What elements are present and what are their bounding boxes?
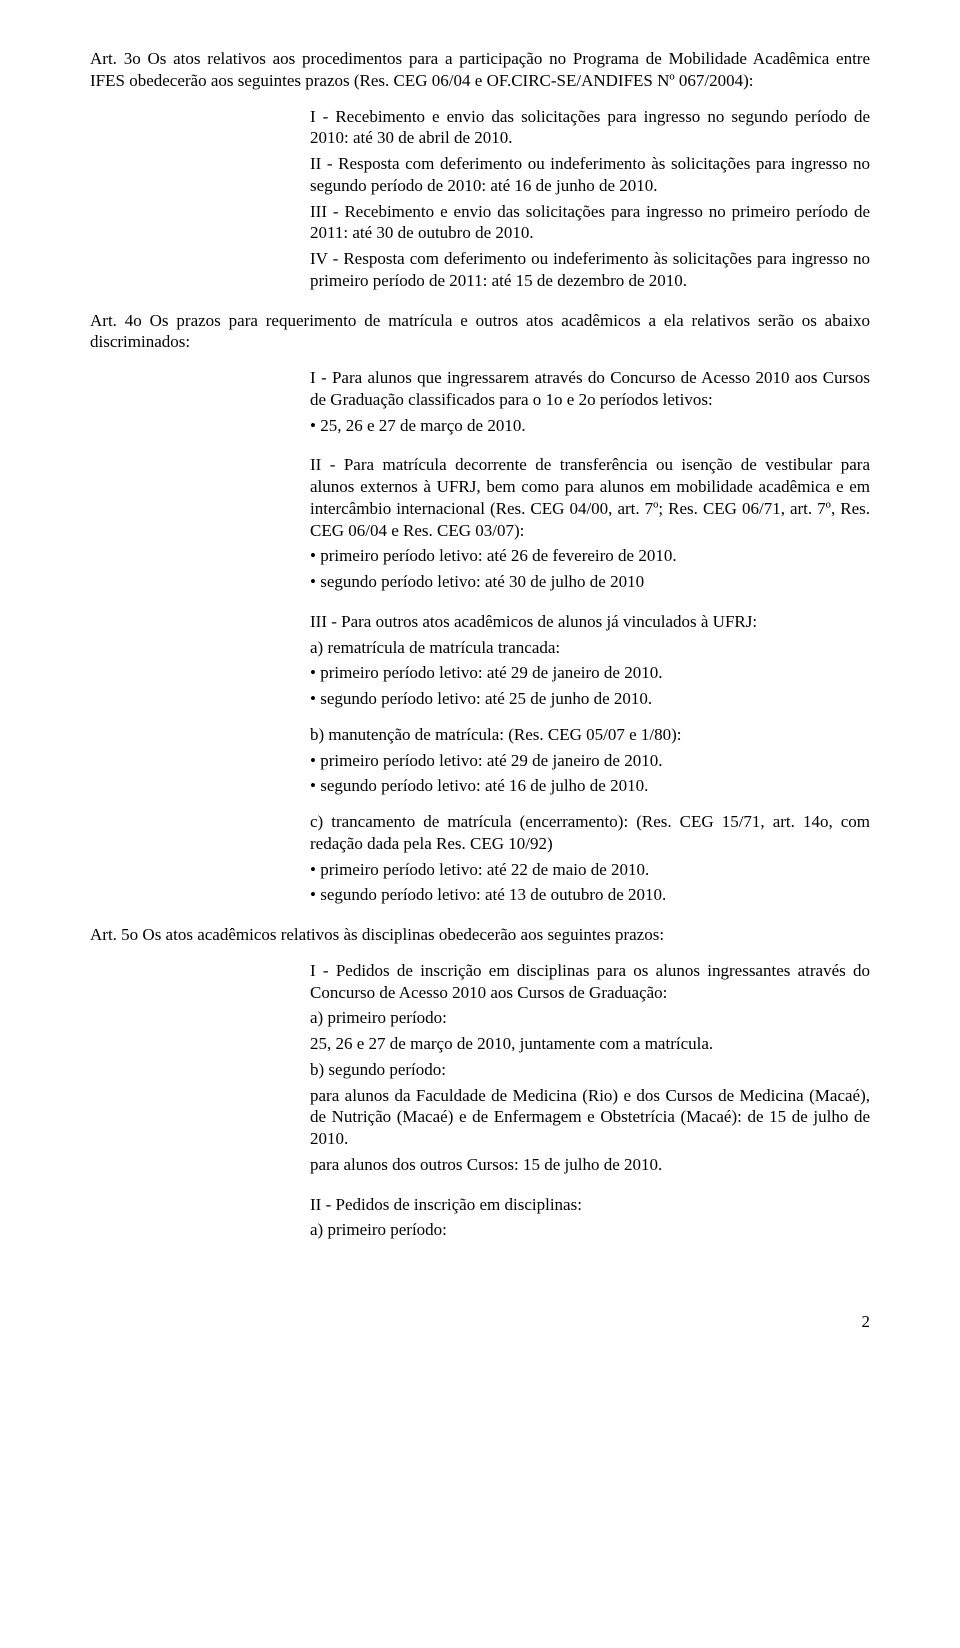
art5-i-b-label: b) segundo período:	[310, 1059, 870, 1081]
art4-ii-b1: • primeiro período letivo: até 26 de fev…	[310, 545, 870, 567]
art3-item-i: I - Recebimento e envio das solicitações…	[310, 106, 870, 150]
art5-i-block: I - Pedidos de inscrição em disciplinas …	[310, 960, 870, 1176]
art4-iii-a-label: a) rematrícula de matrícula trancada:	[310, 637, 870, 659]
art5-i-text: I - Pedidos de inscrição em disciplinas …	[310, 960, 870, 1004]
art4-iii-c-label: c) trancamento de matrícula (encerrament…	[310, 811, 870, 855]
art3-item-iv: IV - Resposta com deferimento ou indefer…	[310, 248, 870, 292]
art3-item-iii: III - Recebimento e envio das solicitaçõ…	[310, 201, 870, 245]
art4-iii-c-b2: • segundo período letivo: até 13 de outu…	[310, 884, 870, 906]
art4-ii-b2: • segundo período letivo: até 30 de julh…	[310, 571, 870, 593]
art3-items: I - Recebimento e envio das solicitações…	[310, 106, 870, 292]
art5-i-b-line1: para alunos da Faculdade de Medicina (Ri…	[310, 1085, 870, 1150]
art4-i-bullet: • 25, 26 e 27 de março de 2010.	[310, 415, 870, 437]
art4-iii-c-b1: • primeiro período letivo: até 22 de mai…	[310, 859, 870, 881]
art4-iii-a-b2: • segundo período letivo: até 25 de junh…	[310, 688, 870, 710]
art4-ii-block: II - Para matrícula decorrente de transf…	[310, 454, 870, 593]
art5-intro: Art. 5o Os atos acadêmicos relativos às …	[90, 924, 870, 946]
art4-iii-b-label: b) manutenção de matrícula: (Res. CEG 05…	[310, 724, 870, 746]
art4-iii-a-b1: • primeiro período letivo: até 29 de jan…	[310, 662, 870, 684]
art4-iii-b-b1: • primeiro período letivo: até 29 de jan…	[310, 750, 870, 772]
art5-i-b-line2: para alunos dos outros Cursos: 15 de jul…	[310, 1154, 870, 1176]
art4-i-block: I - Para alunos que ingressarem através …	[310, 367, 870, 436]
art4-i-text: I - Para alunos que ingressarem através …	[310, 367, 870, 411]
art4-intro: Art. 4o Os prazos para requerimento de m…	[90, 310, 870, 354]
art5-ii-block: II - Pedidos de inscrição em disciplinas…	[310, 1194, 870, 1242]
art4-iii-block: III - Para outros atos acadêmicos de alu…	[310, 611, 870, 906]
page-number: 2	[90, 1311, 870, 1333]
art5-i-a-line: 25, 26 e 27 de março de 2010, juntamente…	[310, 1033, 870, 1055]
art4-iii-text: III - Para outros atos acadêmicos de alu…	[310, 611, 870, 633]
document-page: Art. 3o Os atos relativos aos procedimen…	[0, 0, 960, 1381]
art5-ii-a-label: a) primeiro período:	[310, 1219, 870, 1241]
art4-iii-b-b2: • segundo período letivo: até 16 de julh…	[310, 775, 870, 797]
art5-ii-text: II - Pedidos de inscrição em disciplinas…	[310, 1194, 870, 1216]
art5-i-a-label: a) primeiro período:	[310, 1007, 870, 1029]
art3-intro: Art. 3o Os atos relativos aos procedimen…	[90, 48, 870, 92]
art3-item-ii: II - Resposta com deferimento ou indefer…	[310, 153, 870, 197]
art4-ii-text: II - Para matrícula decorrente de transf…	[310, 454, 870, 541]
